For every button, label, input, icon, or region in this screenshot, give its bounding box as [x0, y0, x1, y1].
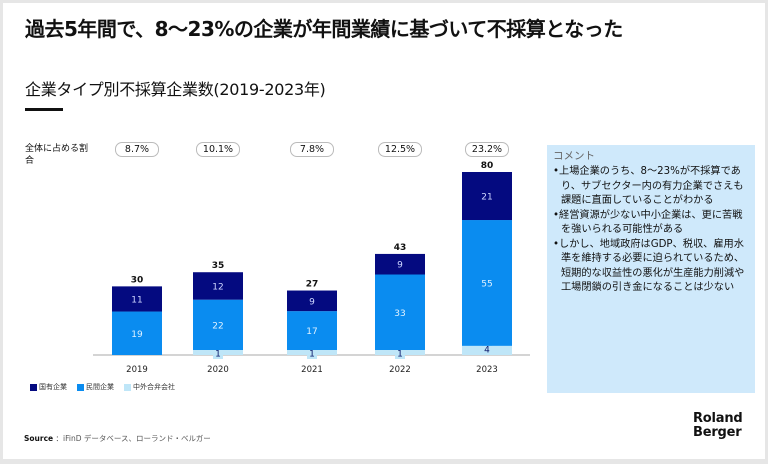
x-tick-label: 2023 — [476, 365, 498, 375]
share-of-total-label: 全体に占める割合 — [25, 144, 89, 166]
bar-value-label-bg — [395, 348, 405, 359]
chart-subtitle: 企業タイプ別不採算企業数(2019-2023年) — [25, 80, 326, 99]
legend-label: 民間企業 — [86, 383, 114, 391]
x-tick-label: 2021 — [301, 365, 323, 375]
bar-total-label: 27 — [306, 280, 319, 290]
bar-value-label: 1 — [397, 350, 403, 360]
bar-segment — [375, 274, 425, 350]
roland-berger-logo: Roland Berger — [693, 412, 743, 440]
title-underline — [25, 108, 63, 111]
bar-value-label: 55 — [481, 279, 492, 289]
legend-item: 中外合弁会社 — [124, 382, 175, 392]
bar-total-label: 80 — [481, 161, 494, 171]
comment-title: コメント — [553, 150, 595, 162]
share-pill: 10.1% — [196, 142, 240, 157]
legend-swatch — [77, 383, 84, 391]
bar-value-label-bg — [307, 348, 317, 359]
legend-label: 中外合弁会社 — [133, 383, 175, 391]
page-title: 過去5年間で、8～23%の企業が年間業績に基づいて不採算となった — [25, 17, 623, 41]
bar-segment — [193, 299, 243, 350]
bar-value-label: 9 — [397, 261, 403, 271]
share-pill: 7.8% — [290, 142, 334, 157]
bar-value-label: 4 — [484, 345, 490, 355]
comment-item: •しかし、地域政府はGDP、税収、雇用水準を維持する必要に迫られているため、短期… — [553, 238, 745, 294]
bar-total-label: 43 — [394, 243, 407, 253]
bar-value-label: 1 — [309, 350, 315, 360]
legend-item: 国有企業 — [30, 382, 67, 392]
bar-value-label: 19 — [131, 330, 143, 340]
comment-item: •上場企業のうち、8～23%が不採算であり、サブセクター内の有力企業でさえも課題… — [553, 166, 744, 206]
bar-segment — [287, 311, 337, 350]
logo-line-1: Roland — [693, 411, 743, 426]
x-tick-label: 2019 — [126, 365, 148, 375]
bar-value-label: 17 — [306, 327, 317, 337]
x-tick-label: 2020 — [207, 365, 229, 375]
legend-swatch — [30, 383, 37, 391]
share-pill: 23.2% — [465, 142, 509, 157]
bar-segment — [112, 311, 162, 355]
bar-segment — [287, 290, 337, 312]
bar-total-label: 30 — [131, 275, 144, 285]
bar-value-label: 1 — [215, 350, 221, 360]
source-text: ：iFinD データベース、ローランド・ベルガー — [55, 434, 211, 443]
bar-value-label: 22 — [212, 321, 223, 331]
share-pill: 12.5% — [378, 142, 422, 157]
comment-item: •経営資源が少ない中小企業は、更に苦戦を強いられる可能性がある — [553, 209, 743, 236]
bar-value-label-bg — [482, 343, 492, 355]
logo-line-2: Berger — [693, 425, 742, 440]
source-label: Source — [24, 434, 54, 443]
legend-label: 国有企業 — [39, 383, 67, 391]
bar-segment — [375, 253, 425, 275]
bar-segment — [462, 172, 512, 221]
bar-value-label: 33 — [394, 309, 405, 319]
comment-panel: コメント •上場企業のうち、8～23%が不採算であり、サブセクター内の有力企業で… — [547, 145, 755, 393]
bar-value-label: 21 — [481, 193, 492, 203]
share-pill: 8.7% — [115, 142, 159, 157]
bar-value-label: 11 — [131, 295, 142, 305]
bar-total-label: 35 — [212, 261, 225, 271]
bar-value-label: 9 — [309, 297, 315, 307]
chart-legend: 国有企業 民間企業 中外合弁会社 — [30, 382, 181, 392]
legend-item: 民間企業 — [77, 382, 114, 392]
bar-value-label: 12 — [212, 282, 223, 292]
x-tick-label: 2022 — [389, 365, 411, 375]
bar-value-label-bg — [213, 348, 223, 359]
bar-segment — [112, 286, 162, 312]
source-note: Source ：iFinD データベース、ローランド・ベルガー — [24, 433, 211, 444]
bar-segment — [462, 220, 512, 346]
bar-segment — [193, 272, 243, 300]
legend-swatch — [124, 383, 131, 391]
